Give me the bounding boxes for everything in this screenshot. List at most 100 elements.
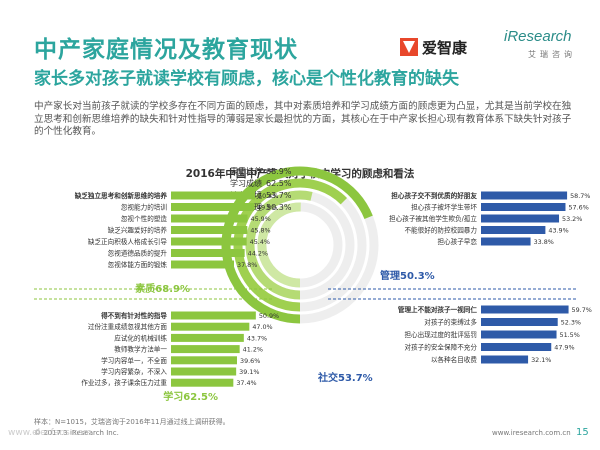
- xuexi-label-4: 学习内容单一，不全面: [101, 356, 167, 365]
- shejiao-value-3: 47.9%: [554, 344, 574, 352]
- shejiao-label-3: 对孩子的安全保障不充分: [404, 343, 477, 352]
- shejiao-label-0: 管理上不能对孩子一视同仁: [398, 305, 478, 314]
- shejiao-bar-2: [481, 330, 557, 339]
- guanli-label-0: 担心孩子交不到优质的好朋友: [391, 191, 477, 200]
- guanli-bar-3: [481, 226, 546, 234]
- xuexi-bar-1: [171, 322, 250, 331]
- iresearch-logo: iResearch 艾瑞咨询: [504, 28, 576, 72]
- shejiao-label-2: 担心出现过度的批评惩罚: [404, 330, 477, 339]
- shejiao-value-0: 59.7%: [572, 306, 592, 314]
- suzhi-value-2: 45.9%: [251, 215, 271, 223]
- guanli-bar-4: [481, 237, 531, 246]
- guanli-label-3: 不能很好的防控校园暴力: [404, 226, 477, 235]
- xuexi-bar-4: [171, 356, 237, 365]
- suzhi-label-1: 忽视能力的培训: [121, 203, 168, 212]
- ring-arc-2: [245, 190, 313, 300]
- guanli-bar-0: [481, 191, 568, 200]
- suzhi-label-4: 缺乏正向积极人格成长引导: [88, 237, 168, 246]
- xuexi-bar-0: [171, 311, 256, 320]
- suzhi-value-6: 37.8%: [237, 261, 257, 269]
- ring-callout-0: 素质68.9%: [135, 282, 190, 295]
- shejiao-bar-3: [481, 343, 552, 351]
- guanli-label-2: 担心孩子被其他学生欺负/孤立: [389, 214, 477, 223]
- suzhi-value-4: 45.4%: [250, 238, 270, 246]
- ring-arc-3: [257, 202, 301, 288]
- suzhi-value-3: 45.8%: [250, 227, 270, 235]
- shejiao-value-2: 51.5%: [560, 331, 580, 339]
- page-subtitle: 家长多对孩子就读学校有顾虑，核心是个性化教育的缺失: [34, 69, 459, 89]
- guanli-bar-1: [481, 203, 566, 211]
- bar-group-shejiao: 管理上不能对孩子一视同仁 59.7% 对孩子的束缚过多 52.3% 担心出现过度的批评惩…: [328, 298, 592, 364]
- ring-chart: 素质培养68.9%学习成绩62.5%社交环境53.7%学校管理50.3%素质68…: [135, 166, 434, 403]
- ring-callout-3: 管理50.3%: [380, 269, 435, 282]
- guanli-value-1: 57.6%: [568, 204, 588, 212]
- suzhi-bar-4: [171, 237, 247, 246]
- shejiao-label-4: 以各种名目收费: [431, 355, 478, 364]
- guanli-bar-2: [481, 214, 560, 223]
- ring-category-1: 学习成绩: [230, 178, 262, 188]
- ring-value-3: 50.3%: [266, 203, 292, 212]
- shejiao-bar-0: [481, 305, 569, 314]
- iresearch-logo-text: iResearch: [504, 28, 572, 45]
- bar-group-guanli: 担心孩子交不到优质的好朋友 58.7% 担心孩子被坏学生带坏 57.6% 担心孩子被其他…: [328, 191, 590, 290]
- xuexi-value-6: 37.4%: [236, 379, 256, 387]
- ring-value-1: 62.5%: [266, 179, 292, 188]
- suzhi-bar-5: [171, 249, 245, 257]
- xuexi-value-2: 43.7%: [247, 334, 267, 342]
- xuexi-label-5: 学习内容繁杂，不深入: [101, 367, 167, 376]
- suzhi-bar-0: [171, 191, 255, 200]
- bar-group-xuexi: 得不到有针对性的指导 50.9% 过份注重成绩忽视其他方面 47.0% 应试化的机械训练…: [34, 298, 279, 387]
- page-title: 中产家庭情况及教育现状: [34, 37, 298, 63]
- xuexi-label-3: 教师教学方法单一: [114, 345, 167, 354]
- xuexi-label-0: 得不到有针对性的指导: [100, 311, 167, 320]
- xuexi-value-4: 39.6%: [240, 357, 260, 365]
- suzhi-label-2: 忽视个性的塑造: [121, 214, 168, 223]
- copyright: © 2017.3 iResearch Inc.: [34, 429, 119, 437]
- ring-callout-2: 社交53.7%: [317, 371, 373, 384]
- xuexi-value-5: 39.1%: [239, 368, 259, 376]
- suzhi-value-5: 44.2%: [248, 250, 268, 258]
- shejiao-value-1: 52.3%: [561, 319, 581, 327]
- suzhi-label-6: 忽视体能方面的锻炼: [108, 260, 168, 269]
- suzhi-label-3: 缺乏兴趣爱好的培养: [108, 226, 168, 235]
- footnote: 样本：N=1015，艾瑞咨询于2016年11月通过线上调研获得。: [34, 418, 230, 426]
- page-number: 15: [576, 427, 589, 438]
- xuexi-bar-5: [171, 367, 237, 376]
- aizhikang-logo-mark: 爱智康: [400, 38, 468, 57]
- suzhi-value-0: 50.4%: [258, 192, 278, 200]
- ring-value-0: 68.9%: [266, 167, 292, 176]
- website-url[interactable]: www.iresearch.com.cn: [492, 429, 571, 437]
- suzhi-value-1: 49.8%: [257, 204, 277, 212]
- xuexi-bar-3: [171, 345, 240, 354]
- guanli-label-1: 担心孩子被坏学生带坏: [411, 203, 477, 212]
- shejiao-bar-1: [481, 318, 558, 326]
- suzhi-bar-2: [171, 214, 248, 223]
- aizhikang-logo: 爱智康: [400, 36, 482, 58]
- shejiao-value-4: 32.1%: [531, 356, 551, 364]
- aizhikang-logo-text: 爱智康: [422, 39, 468, 57]
- guanli-label-4: 担心孩子早恋: [437, 237, 477, 246]
- xuexi-value-1: 47.0%: [252, 323, 272, 331]
- xuexi-bar-6: [171, 378, 234, 387]
- intro-paragraph: 中产家长对当前孩子就读的学校多存在不同方面的顾虑，其中对素质培养和学习成绩方面的…: [34, 101, 572, 137]
- suzhi-label-5: 忽视道德品质的提升: [108, 249, 168, 258]
- suzhi-bar-6: [171, 260, 234, 269]
- ring-callout-1: 学习62.5%: [163, 390, 218, 403]
- bar-group-suzhi: 缺乏独立思考和创新思维的培养 50.4% 忽视能力的培训 49.8% 忽视个性的塑造 45…: [34, 191, 278, 290]
- ring-value-2: 53.7%: [266, 191, 292, 200]
- xuexi-value-3: 41.2%: [243, 346, 263, 354]
- iresearch-logo-sub: 艾瑞咨询: [528, 50, 576, 59]
- suzhi-bar-3: [171, 226, 248, 234]
- xuexi-bar-2: [171, 333, 244, 342]
- xuexi-label-6: 作业过多，孩子课余压力过重: [81, 378, 167, 387]
- watermark: www.elecfans.com: [8, 428, 92, 438]
- guanli-value-2: 53.2%: [562, 215, 582, 223]
- xuexi-label-1: 过份注重成绩忽视其他方面: [88, 322, 168, 331]
- guanli-value-4: 33.8%: [534, 238, 554, 246]
- suzhi-label-0: 缺乏独立思考和创新思维的培养: [74, 191, 168, 200]
- suzhi-bar-1: [171, 203, 254, 211]
- guanli-value-3: 43.9%: [548, 227, 568, 235]
- shejiao-label-1: 对孩子的束缚过多: [424, 318, 477, 327]
- bar-groups: 缺乏独立思考和创新思维的培养 50.4% 忽视能力的培训 49.8% 忽视个性的塑造 45…: [34, 191, 592, 387]
